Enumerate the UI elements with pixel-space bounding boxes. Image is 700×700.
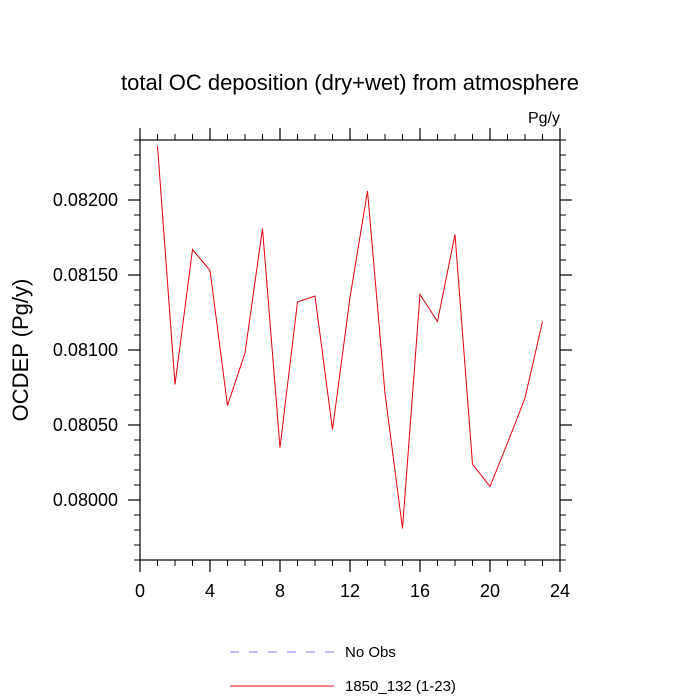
units-label: Pg/y [528,110,560,127]
tick-labels: 0 4 8 12 16 20 24 0.08000 0.08050 0.08100 0.08150 0… [53,190,570,601]
plot-area [139,139,561,561]
x-tick-label: 8 [275,581,285,601]
legend-label-0: No Obs [345,644,396,661]
chart-title: total OC deposition (dry+wet) from atmos… [121,70,579,95]
plot-frame [139,139,561,561]
x-tick-label: 4 [205,581,215,601]
y-tick-label: 0.08050 [53,415,118,435]
y-tick-label: 0.08000 [53,490,118,510]
x-tick-label: 0 [135,581,145,601]
x-tick-label: 16 [410,581,430,601]
series-layer [157,145,543,529]
y-tick-label: 0.08150 [53,265,118,285]
x-tick-label: 12 [340,581,360,601]
legend: No Obs 1850_132 (1-23) [230,644,456,695]
x-tick-label: 20 [480,581,500,601]
y-tick-label: 0.08100 [53,340,118,360]
legend-label-1: 1850_132 (1-23) [345,678,456,695]
x-tick-label: 24 [550,581,570,601]
series-line-1 [157,145,543,529]
y-axis-label: OCDEP (Pg/y) [8,279,33,422]
y-tick-label: 0.08200 [53,190,118,210]
axis-ticks [128,128,572,572]
